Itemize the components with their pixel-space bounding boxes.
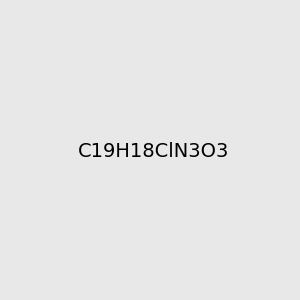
Text: C19H18ClN3O3: C19H18ClN3O3 <box>78 142 230 161</box>
